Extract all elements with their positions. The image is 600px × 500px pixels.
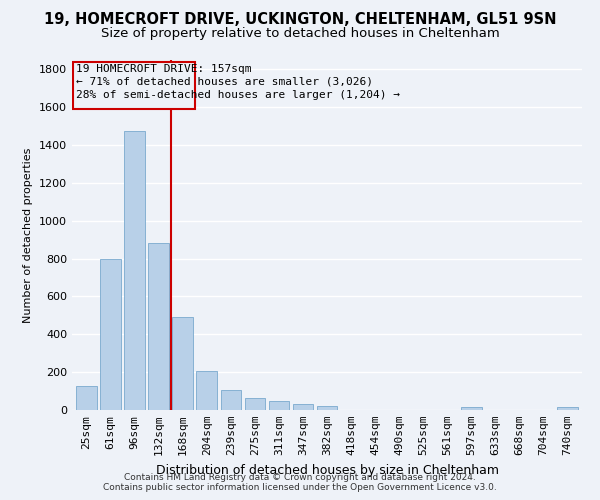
Bar: [557, 407, 578, 410]
Bar: [461, 407, 482, 410]
Bar: [293, 404, 313, 410]
FancyBboxPatch shape: [73, 62, 194, 109]
Bar: [221, 390, 241, 410]
Text: 19 HOMECROFT DRIVE: 157sqm
← 71% of detached houses are smaller (3,026)
28% of s: 19 HOMECROFT DRIVE: 157sqm ← 71% of deta…: [76, 64, 400, 100]
Text: Contains HM Land Registry data © Crown copyright and database right 2024.
Contai: Contains HM Land Registry data © Crown c…: [103, 473, 497, 492]
Bar: [245, 398, 265, 410]
Bar: [196, 371, 217, 410]
Bar: [317, 406, 337, 410]
Bar: [124, 131, 145, 410]
Text: 19, HOMECROFT DRIVE, UCKINGTON, CHELTENHAM, GL51 9SN: 19, HOMECROFT DRIVE, UCKINGTON, CHELTENH…: [44, 12, 556, 28]
Bar: [172, 318, 193, 410]
Bar: [148, 242, 169, 410]
Bar: [100, 258, 121, 410]
Y-axis label: Number of detached properties: Number of detached properties: [23, 148, 34, 322]
Bar: [76, 386, 97, 410]
Bar: [269, 400, 289, 410]
X-axis label: Distribution of detached houses by size in Cheltenham: Distribution of detached houses by size …: [155, 464, 499, 476]
Text: Size of property relative to detached houses in Cheltenham: Size of property relative to detached ho…: [101, 28, 499, 40]
